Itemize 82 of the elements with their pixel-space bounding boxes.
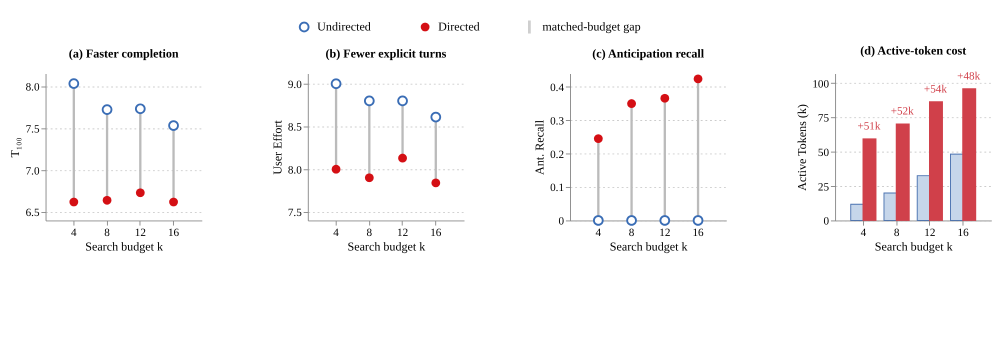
text: matched-budget gap — [542, 20, 641, 34]
y-axis-title: Ant. Recall — [532, 119, 547, 175]
point — [398, 154, 407, 162]
x-axis-title: Search budget k — [610, 240, 689, 254]
point — [594, 134, 603, 144]
y-tick-label: 8.0 — [26, 81, 40, 94]
x-tick-label: 4 — [333, 226, 340, 239]
x-axis-title: Search budget k — [347, 240, 426, 254]
chart-title: (b) Fewer explicit turns — [326, 46, 447, 61]
legend-label: Directed — [438, 20, 480, 34]
point — [364, 96, 375, 106]
x-tick-label: 12 — [396, 226, 408, 239]
x-tick-label: 8 — [894, 226, 900, 239]
point — [397, 96, 408, 106]
y-axis-title: Active Tokens (k) — [794, 104, 809, 191]
point — [592, 215, 604, 226]
bar — [929, 101, 943, 221]
bar — [962, 88, 976, 221]
point — [169, 198, 178, 206]
annotation: +54k — [924, 83, 948, 96]
y-axis-title: User Effort — [270, 120, 284, 175]
y-tick-label: 0 — [823, 216, 830, 228]
point — [102, 104, 112, 115]
x-tick-label: 12 — [924, 226, 936, 239]
point — [694, 74, 702, 84]
x-tick-label: 16 — [168, 226, 180, 239]
annotation: +48k — [957, 70, 981, 82]
x-tick-label: 4 — [860, 226, 867, 239]
x-tick-label: 8 — [366, 226, 373, 239]
point — [627, 99, 636, 108]
x-tick-label: 8 — [104, 226, 110, 239]
point — [168, 120, 179, 131]
annotation: +51k — [857, 120, 881, 133]
point — [430, 112, 442, 122]
chart-title: (d) Active-token cost — [860, 43, 966, 58]
y-tick-label: 50 — [818, 146, 830, 159]
y-tick-label: 0.2 — [550, 148, 564, 161]
y-tick-label: 0.1 — [550, 182, 564, 194]
bar — [884, 192, 898, 221]
point — [330, 78, 342, 90]
x-tick-label: 16 — [430, 226, 442, 239]
point — [68, 78, 80, 89]
x-axis-title: Search budget k — [874, 240, 954, 254]
point — [134, 103, 146, 114]
legend-label: Undirected — [317, 20, 371, 34]
chart-title: (a) Faster completion — [68, 46, 179, 61]
point — [659, 215, 670, 226]
y-tick-label: 7.5 — [26, 123, 40, 136]
point — [136, 188, 145, 198]
y-tick-label: 7.0 — [26, 165, 40, 178]
x-tick-label: 8 — [628, 226, 635, 239]
y-tick-label: 8.5 — [288, 122, 302, 134]
point — [102, 196, 112, 205]
point — [332, 164, 340, 174]
point — [660, 94, 670, 103]
point — [626, 215, 637, 226]
y-tick-label: 6.5 — [26, 207, 40, 220]
point — [431, 178, 440, 188]
chart-title: (c) Anticipation recall — [592, 46, 705, 61]
point — [69, 198, 78, 206]
y-tick-label: 9.0 — [288, 78, 302, 91]
x-tick-label: 12 — [134, 226, 146, 239]
point — [692, 215, 704, 226]
y-tick-label: 25 — [818, 181, 830, 194]
y-tick-label: 0 — [558, 216, 564, 228]
annotation: +52k — [890, 106, 914, 118]
y-tick-label: 7.5 — [288, 207, 302, 220]
y-tick-label: 0.4 — [550, 82, 564, 94]
x-tick-label: 4 — [71, 226, 78, 239]
point — [364, 173, 374, 182]
y-axis-title: T₁₀₀ — [8, 137, 22, 158]
x-tick-label: 4 — [596, 226, 602, 239]
x-tick-label: 16 — [958, 226, 970, 239]
y-tick-label: 100 — [812, 78, 830, 90]
x-tick-label: 12 — [659, 226, 670, 239]
bar — [862, 138, 876, 221]
y-tick-label: 8.0 — [288, 164, 302, 176]
bar — [896, 123, 910, 221]
x-axis-title: Search budget k — [85, 240, 164, 254]
y-tick-label: 0.3 — [550, 115, 564, 128]
y-tick-label: 75 — [818, 112, 830, 125]
x-tick-label: 16 — [692, 226, 704, 239]
